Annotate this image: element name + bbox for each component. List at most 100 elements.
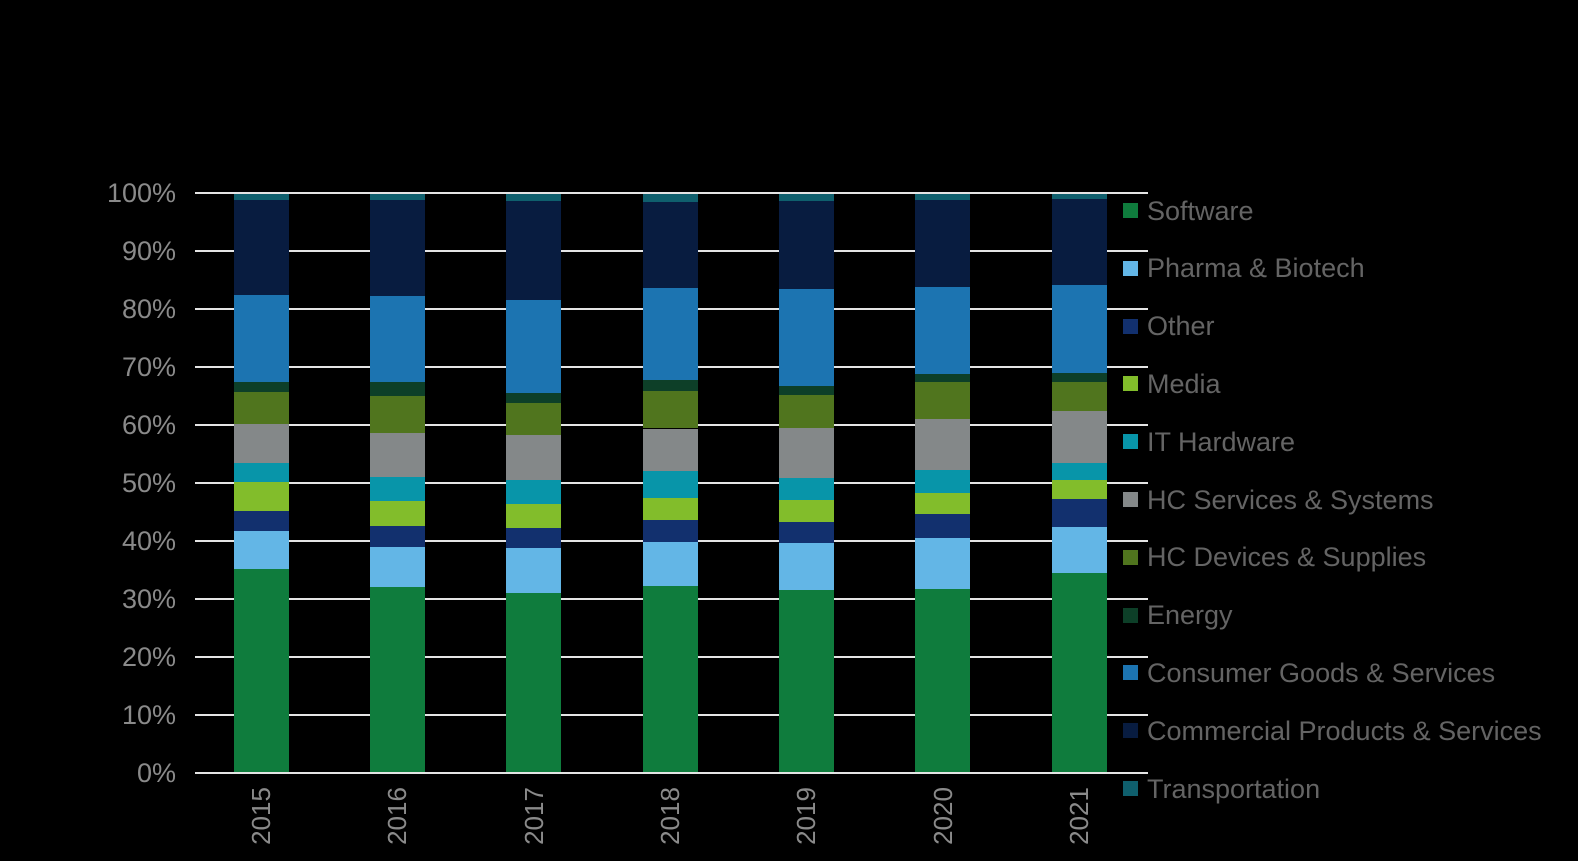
legend-label-commercial-products-and-services: Commercial Products & Services — [1147, 715, 1542, 746]
segment-other-2016 — [369, 525, 425, 548]
legend-item-media: Media — [1123, 368, 1221, 400]
plot-area — [195, 192, 1148, 774]
x-tick-label-2019: 2019 — [791, 787, 822, 845]
y-tick-label-10: 10% — [121, 700, 176, 730]
segment-other-2017 — [506, 528, 562, 548]
segment-hc-devices-and-supplies-2018 — [642, 391, 698, 429]
segment-consumer-goods-and-services-2021 — [1051, 285, 1107, 373]
segment-hc-services-and-systems-2020 — [915, 418, 971, 470]
segment-consumer-goods-and-services-2015 — [233, 295, 289, 383]
segment-other-2019 — [778, 521, 834, 543]
segment-transportation-2020 — [915, 193, 971, 200]
segment-media-2019 — [778, 499, 834, 522]
legend-swatch-hc-services-and-systems — [1123, 492, 1138, 507]
segment-energy-2016 — [369, 382, 425, 396]
legend-label-consumer-goods-and-services: Consumer Goods & Services — [1147, 657, 1496, 688]
segment-consumer-goods-and-services-2018 — [642, 288, 698, 381]
x-tick-label-2021: 2021 — [1064, 787, 1094, 845]
segment-media-2015 — [233, 482, 289, 511]
segment-it-hardware-2020 — [915, 469, 971, 493]
segment-it-hardware-2017 — [506, 479, 562, 505]
y-tick-label-20: 20% — [121, 642, 176, 672]
segment-software-2016 — [369, 587, 425, 773]
legend-swatch-software — [1123, 203, 1138, 218]
gridline-0pct — [195, 772, 1148, 774]
segment-commercial-products-and-services-2016 — [369, 199, 425, 296]
legend-item-hc-devices-and-supplies: HC Devices & Supplies — [1123, 541, 1426, 573]
segment-it-hardware-2016 — [369, 477, 425, 501]
legend-swatch-energy — [1123, 607, 1138, 623]
legend-item-hc-services-and-systems: HC Services & Systems — [1123, 484, 1434, 516]
segment-consumer-goods-and-services-2016 — [369, 295, 425, 383]
segment-pharma-and-biotech-2018 — [642, 541, 698, 587]
segment-hc-devices-and-supplies-2019 — [778, 394, 834, 429]
segment-commercial-products-and-services-2015 — [233, 199, 289, 296]
y-tick-label-40: 40% — [121, 526, 176, 556]
legend-swatch-commercial-products-and-services — [1123, 723, 1138, 739]
segment-media-2018 — [642, 497, 698, 520]
segment-commercial-products-and-services-2021 — [1051, 199, 1107, 286]
x-tick-label-2018: 2018 — [655, 787, 685, 845]
segment-consumer-goods-and-services-2017 — [506, 300, 562, 393]
legend-label-transportation: Transportation — [1147, 773, 1321, 804]
gridline-100pct — [195, 192, 1148, 194]
segment-software-2018 — [642, 586, 698, 773]
legend-label-energy: Energy — [1147, 600, 1233, 631]
legend-label-pharma-and-biotech: Pharma & Biotech — [1147, 253, 1365, 284]
segment-commercial-products-and-services-2017 — [506, 201, 562, 301]
y-tick-label-60: 60% — [121, 410, 176, 440]
bar-2018 — [642, 193, 698, 773]
legend-swatch-other — [1123, 318, 1138, 334]
segment-other-2015 — [233, 510, 289, 531]
y-tick-label-80: 80% — [121, 294, 176, 324]
segment-hc-devices-and-supplies-2016 — [369, 396, 425, 433]
legend-item-software: Software — [1123, 195, 1254, 227]
segment-hc-devices-and-supplies-2020 — [915, 382, 971, 419]
x-tick-label-2020: 2020 — [927, 787, 958, 845]
legend-item-energy: Energy — [1123, 599, 1233, 631]
y-tick-label-30: 30% — [121, 584, 176, 614]
segment-media-2020 — [915, 492, 971, 515]
legend-label-software: Software — [1147, 195, 1254, 226]
segment-hc-devices-and-supplies-2017 — [506, 402, 562, 435]
segment-consumer-goods-and-services-2020 — [915, 286, 971, 374]
segment-media-2016 — [369, 500, 425, 526]
bar-2016 — [369, 193, 425, 773]
bar-2021 — [1051, 193, 1107, 773]
segment-software-2020 — [915, 589, 971, 773]
segment-commercial-products-and-services-2020 — [915, 199, 971, 287]
segment-commercial-products-and-services-2019 — [778, 201, 834, 290]
segment-transportation-2017 — [506, 193, 562, 202]
y-tick-label-90: 90% — [121, 236, 176, 266]
segment-hc-services-and-systems-2017 — [506, 434, 562, 480]
bar-2020 — [915, 193, 971, 773]
segment-energy-2020 — [915, 373, 971, 383]
segment-software-2017 — [506, 592, 562, 773]
segment-pharma-and-biotech-2015 — [233, 530, 289, 569]
segment-hc-services-and-systems-2016 — [369, 432, 425, 478]
segment-software-2021 — [1051, 572, 1107, 773]
legend-label-other: Other — [1147, 311, 1215, 342]
y-tick-label-0: 0% — [136, 758, 176, 788]
segment-energy-2018 — [642, 380, 698, 392]
segment-transportation-2015 — [233, 193, 289, 200]
legend-item-commercial-products-and-services: Commercial Products & Services — [1123, 715, 1542, 747]
segment-other-2018 — [642, 519, 698, 542]
segment-transportation-2021 — [1051, 193, 1107, 200]
legend-label-hc-devices-and-supplies: HC Devices & Supplies — [1147, 542, 1427, 573]
y-tick-label-50: 50% — [121, 468, 176, 498]
x-tick-label-2017: 2017 — [518, 787, 549, 845]
legend-item-transportation: Transportation — [1123, 773, 1320, 805]
bar-2019 — [778, 193, 834, 773]
segment-energy-2017 — [506, 392, 562, 403]
y-tick-label-100: 100% — [106, 178, 176, 208]
segment-hc-services-and-systems-2021 — [1051, 411, 1107, 463]
legend-item-it-hardware: IT Hardware — [1123, 426, 1295, 458]
legend-item-other: Other — [1123, 310, 1215, 342]
segment-consumer-goods-and-services-2019 — [778, 289, 834, 386]
x-tick-label-2016: 2016 — [382, 787, 413, 845]
segment-pharma-and-biotech-2016 — [369, 547, 425, 588]
segment-pharma-and-biotech-2019 — [778, 542, 834, 591]
segment-software-2015 — [233, 568, 289, 773]
